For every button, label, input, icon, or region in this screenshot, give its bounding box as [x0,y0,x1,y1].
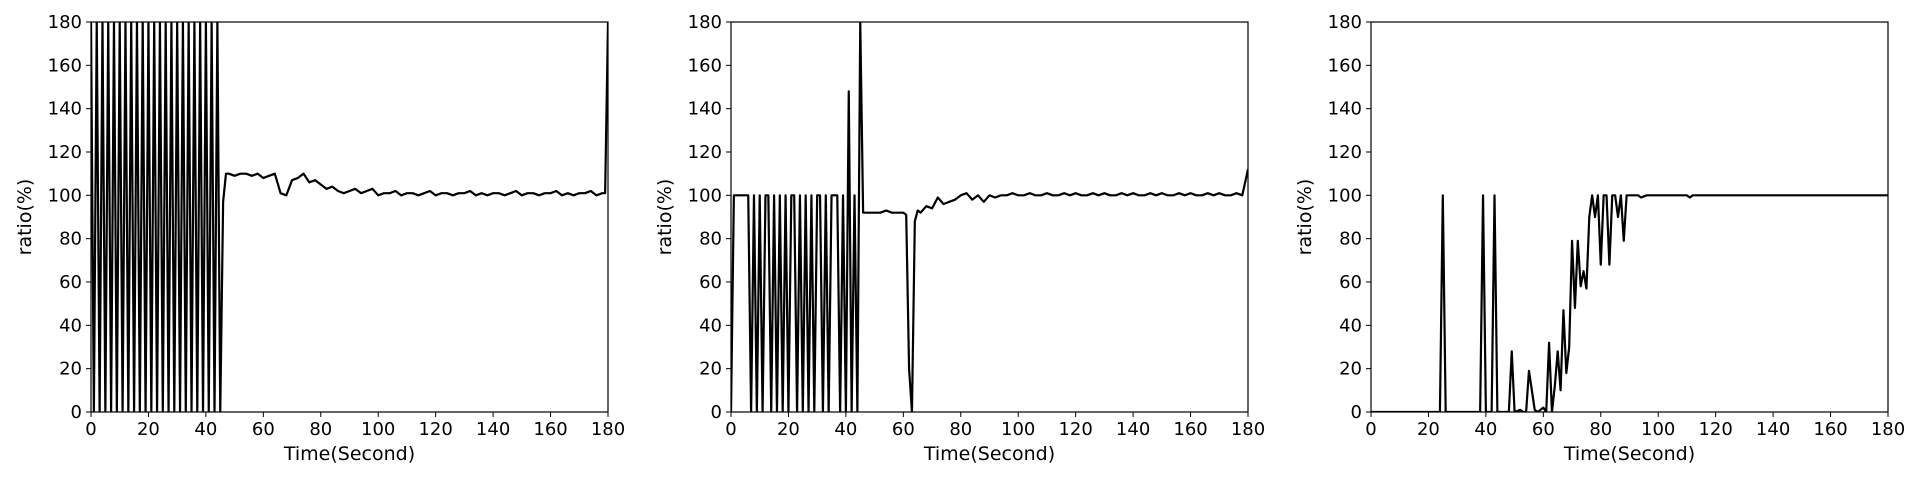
y-tick-label: 180 [48,12,82,33]
x-tick-label: 40 [834,419,857,440]
y-tick-label: 120 [1328,142,1362,163]
y-tick-label: 20 [1339,359,1362,380]
x-tick-label: 0 [85,419,96,440]
y-tick-label: 80 [59,229,82,250]
y-tick-label: 100 [48,185,82,206]
x-tick-label: 140 [476,419,510,440]
y-tick-label: 0 [1351,402,1362,423]
y-tick-label: 60 [699,272,722,293]
x-tick-label: 100 [1001,419,1035,440]
y-tick-label: 140 [688,99,722,120]
x-tick-label: 120 [418,419,452,440]
y-tick-label: 140 [1328,99,1362,120]
x-tick-label: 80 [309,419,332,440]
x-tick-label: 40 [1474,419,1497,440]
y-tick-label: 80 [1339,229,1362,250]
x-tick-label: 180 [1231,419,1265,440]
x-tick-label: 20 [777,419,800,440]
y-tick-label: 60 [59,272,82,293]
y-tick-label: 160 [48,55,82,76]
y-tick-label: 0 [71,402,82,423]
x-axis-label: Time(Second) [923,443,1055,465]
x-tick-label: 80 [949,419,972,440]
x-axis-label: Time(Second) [1563,443,1695,465]
subplot: 0 20 40 60 80 100 120 140 160 180 0 20 40 60 80 100 120 1… [1294,12,1905,465]
y-tick-label: 60 [1339,272,1362,293]
y-tick-label: 100 [1328,185,1362,206]
data-line [1371,194,1888,412]
x-tick-label: 180 [1871,419,1905,440]
y-tick-label: 20 [699,359,722,380]
y-tick-label: 180 [688,12,722,33]
y-tick-label: 40 [59,315,82,336]
y-tick-label: 20 [59,359,82,380]
x-tick-label: 80 [1589,419,1612,440]
x-tick-label: 20 [1417,419,1440,440]
x-tick-label: 140 [1116,419,1150,440]
y-tick-label: 100 [688,185,722,206]
x-tick-label: 60 [892,419,915,440]
subplot: 0 20 40 60 80 100 120 140 160 180 0 20 40 60 80 100 120 1… [654,12,1265,465]
y-tick-label: 40 [699,315,722,336]
data-line [91,22,608,412]
plot-frame [1370,21,1889,413]
x-tick-label: 100 [1641,419,1675,440]
plot-frame [730,21,1249,413]
y-tick-label: 40 [1339,315,1362,336]
y-tick-label: 80 [699,229,722,250]
y-tick-label: 160 [1328,55,1362,76]
x-tick-label: 100 [361,419,395,440]
x-tick-label: 60 [1532,419,1555,440]
y-tick-label: 120 [688,142,722,163]
plot-frame [90,21,609,413]
y-axis-label: ratio(%) [654,179,676,256]
x-tick-label: 180 [591,419,625,440]
x-tick-label: 0 [1365,419,1376,440]
x-tick-label: 140 [1756,419,1790,440]
y-tick-label: 160 [688,55,722,76]
x-tick-label: 60 [252,419,275,440]
x-tick-label: 160 [1173,419,1207,440]
y-tick-label: 120 [48,142,82,163]
x-tick-label: 40 [194,419,217,440]
x-tick-label: 0 [725,419,736,440]
y-tick-label: 180 [1328,12,1362,33]
y-tick-label: 0 [711,402,722,423]
subplot: 0 20 40 60 80 100 120 140 160 180 0 20 40 60 80 100 120 1… [14,12,625,465]
x-axis-label: Time(Second) [283,443,415,465]
y-axis-label: ratio(%) [14,179,36,256]
x-tick-label: 120 [1698,419,1732,440]
x-tick-label: 20 [137,419,160,440]
y-tick-label: 140 [48,99,82,120]
x-tick-label: 120 [1058,419,1092,440]
x-tick-label: 160 [533,419,567,440]
y-axis-label: ratio(%) [1294,179,1316,256]
data-line [731,22,1248,412]
x-tick-label: 160 [1813,419,1847,440]
